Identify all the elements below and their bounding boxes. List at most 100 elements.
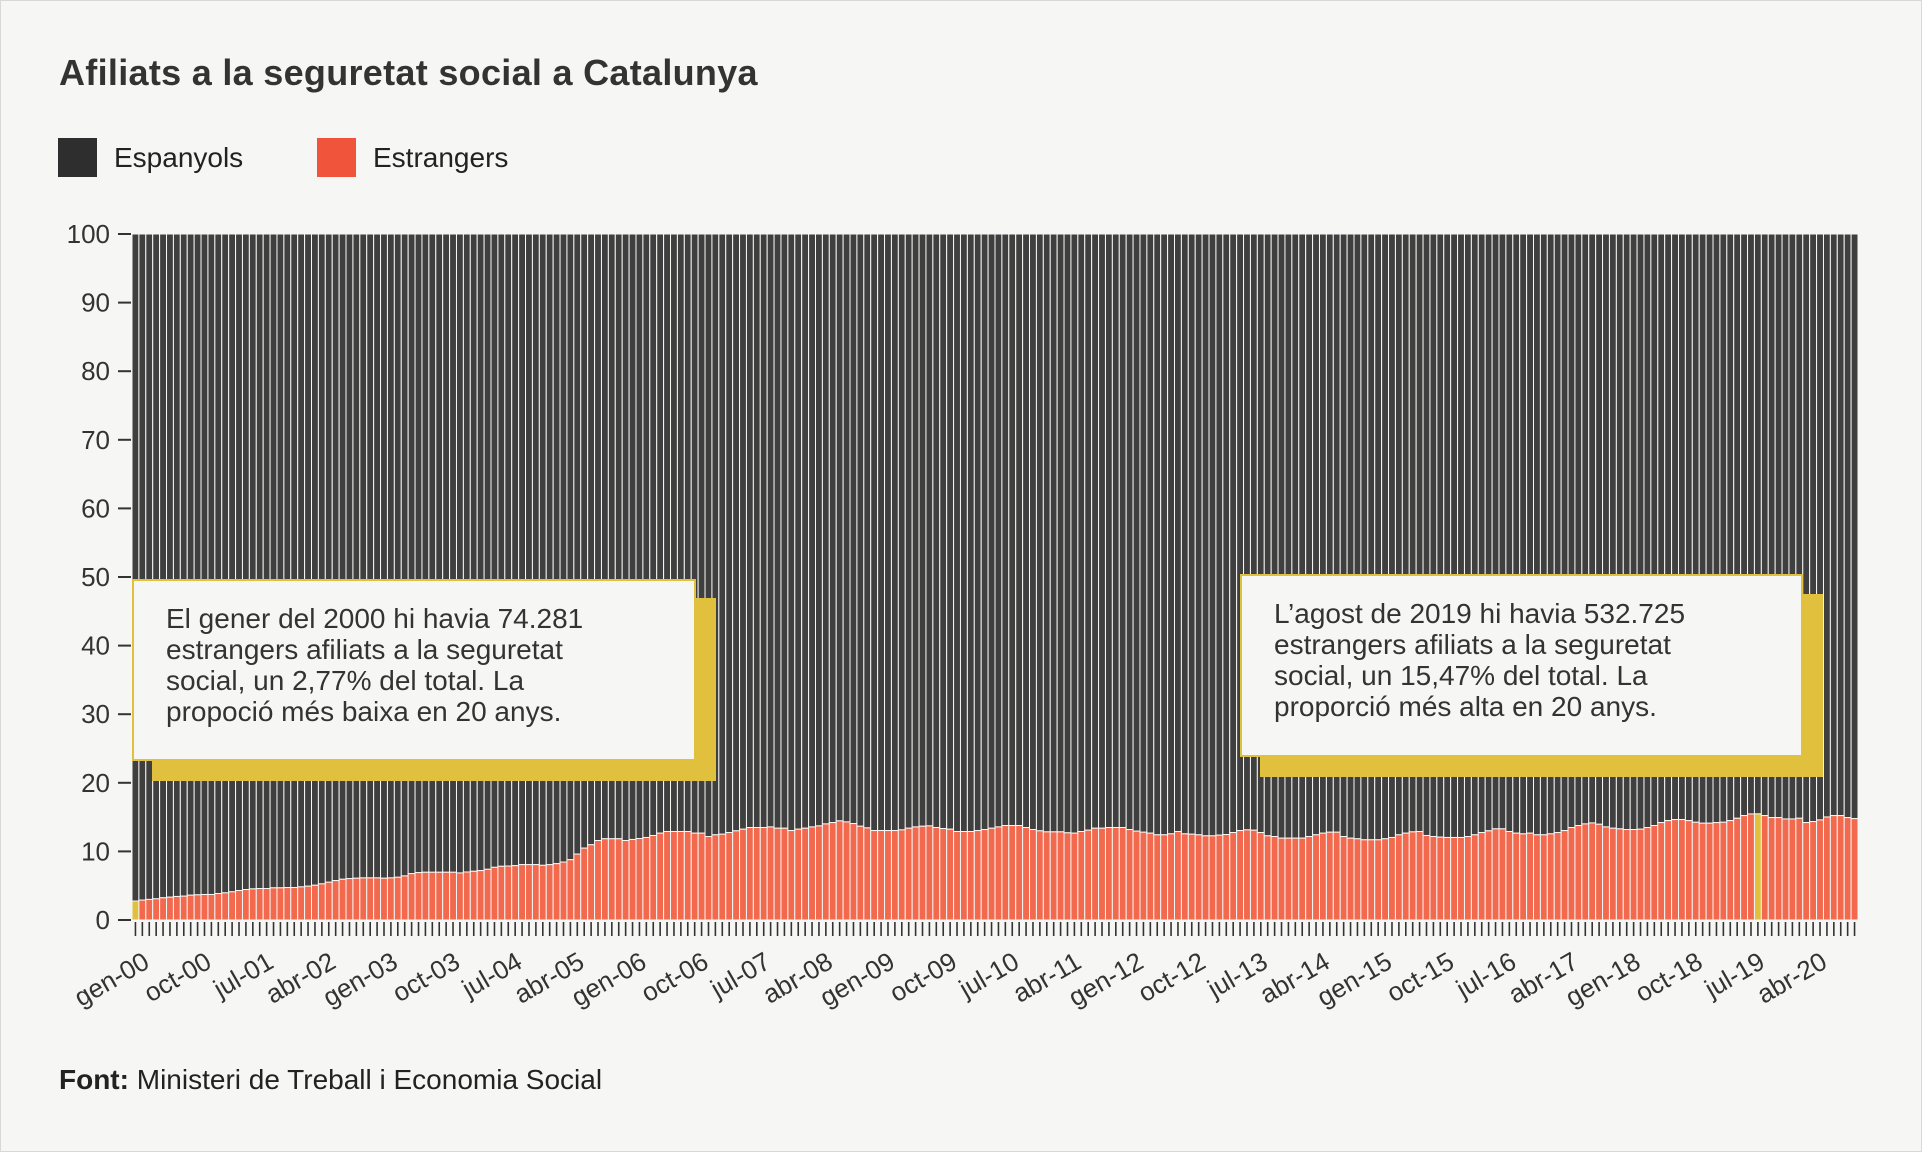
bar-estrangers <box>414 872 423 921</box>
bar-estrangers <box>255 888 264 921</box>
bar-estrangers <box>276 887 285 921</box>
bar-espanyols <box>863 233 872 829</box>
bar-espanyols <box>1022 233 1031 829</box>
bar-espanyols <box>780 233 789 829</box>
bar-estrangers <box>1705 822 1714 921</box>
bar-estrangers <box>1636 828 1645 921</box>
bar-espanyols <box>1201 233 1210 837</box>
bar-espanyols <box>324 233 333 883</box>
bar-estrangers <box>566 859 575 921</box>
bar-espanyols <box>877 233 886 832</box>
bar-estrangers <box>1291 837 1300 921</box>
bar-espanyols <box>1146 233 1155 834</box>
bar-estrangers <box>1367 839 1376 921</box>
y-tick-label: 60 <box>81 493 110 523</box>
bar-estrangers <box>587 844 596 921</box>
annotation-line: estrangers afiliats a la seguretat <box>166 634 563 665</box>
bar-estrangers <box>856 825 865 921</box>
bar-espanyols <box>1077 233 1086 833</box>
bar-estrangers <box>649 834 658 921</box>
bar-estrangers <box>545 864 554 921</box>
bar-espanyols <box>214 233 223 895</box>
bar-estrangers <box>814 825 823 921</box>
bar-espanyols <box>1139 233 1148 833</box>
bar-espanyols <box>235 233 243 892</box>
bar-estrangers <box>842 821 851 921</box>
bar-espanyols <box>1063 233 1072 834</box>
bar-espanyols <box>338 233 347 880</box>
bar-estrangers <box>1229 832 1238 921</box>
bar-estrangers <box>1657 822 1666 921</box>
bar-estrangers <box>1222 834 1231 921</box>
y-tick-label: 0 <box>96 905 110 935</box>
bar-estrangers <box>1180 833 1189 921</box>
bar-estrangers <box>152 898 161 921</box>
bar-espanyols <box>835 233 844 822</box>
x-tick-label: oct-00 <box>139 946 217 1008</box>
bar-estrangers <box>1733 817 1742 921</box>
bar-estrangers <box>1346 837 1355 921</box>
bar-espanyols <box>1084 233 1093 831</box>
bar-espanyols <box>856 233 865 827</box>
bar-estrangers <box>1305 836 1314 921</box>
bar-espanyols <box>808 233 816 828</box>
bar-espanyols <box>904 233 913 829</box>
bar-estrangers <box>214 893 223 921</box>
bar-estrangers <box>338 878 347 921</box>
bar-espanyols <box>380 233 388 879</box>
bar-estrangers <box>1236 830 1245 921</box>
bar-estrangers <box>1408 831 1417 921</box>
bar-estrangers <box>1781 818 1790 921</box>
bar-estrangers <box>1498 828 1507 921</box>
bar-estrangers <box>1394 834 1403 921</box>
bar-espanyols <box>1153 233 1162 836</box>
bar-estrangers <box>538 864 547 921</box>
bar-estrangers <box>683 831 692 921</box>
bar-espanyols <box>849 233 858 825</box>
bar-espanyols <box>1029 233 1037 831</box>
bar-estrangers <box>1595 823 1604 921</box>
bar-espanyols <box>221 233 230 894</box>
bar-estrangers <box>1822 816 1831 921</box>
x-tick-label: abr-20 <box>1752 946 1832 1010</box>
bar-espanyols <box>172 233 181 897</box>
bar-espanyols <box>179 233 188 897</box>
annotation-line: estrangers afiliats a la seguretat <box>1274 629 1671 660</box>
bar-estrangers <box>1581 823 1590 921</box>
bar-espanyols <box>1049 233 1058 833</box>
bar-estrangers <box>1098 827 1106 921</box>
bar-estrangers <box>1774 817 1783 921</box>
bar-estrangers <box>1153 834 1162 921</box>
bar-estrangers <box>1809 821 1818 921</box>
bar-espanyols <box>987 233 996 829</box>
bar-espanyols <box>946 233 955 830</box>
bar-estrangers <box>1070 832 1079 921</box>
bar-espanyols <box>1091 233 1100 829</box>
bar-estrangers <box>269 887 278 921</box>
bar-espanyols <box>918 233 927 827</box>
bar-estrangers <box>697 832 706 921</box>
bar-estrangers <box>711 834 720 921</box>
bar-espanyols <box>386 233 395 879</box>
bar-espanyols <box>131 233 140 902</box>
bar-estrangers <box>511 865 520 921</box>
bar-estrangers <box>925 825 934 921</box>
bar-estrangers <box>573 853 582 921</box>
bar-espanyols <box>739 233 747 830</box>
annotation-line: social, un 2,77% del total. La <box>166 665 525 696</box>
bar-espanyols <box>1208 233 1217 837</box>
bar-estrangers <box>1457 836 1465 921</box>
bar-estrangers <box>428 871 437 921</box>
bar-estrangers <box>1560 830 1569 921</box>
bar-estrangers <box>1829 815 1838 921</box>
bar-espanyols <box>752 233 761 829</box>
bar-estrangers <box>1546 833 1555 921</box>
bar-estrangers <box>490 866 499 921</box>
bar-estrangers <box>1381 838 1390 921</box>
bar-estrangers <box>828 822 837 921</box>
bar-estrangers <box>1091 827 1100 921</box>
bar-espanyols <box>890 233 899 832</box>
bar-espanyols <box>276 233 285 889</box>
bar-estrangers <box>635 838 644 921</box>
bar-estrangers <box>1284 837 1293 921</box>
